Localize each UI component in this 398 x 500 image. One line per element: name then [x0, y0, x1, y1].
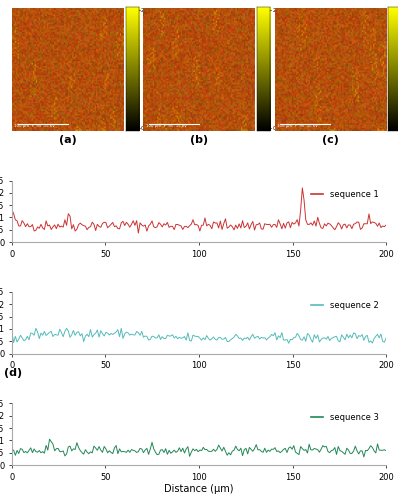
X-axis label: (a): (a): [59, 134, 76, 144]
Text: (d): (d): [4, 368, 22, 378]
Text: 100 μm  P  hv  15 kV: 100 μm P hv 15 kV: [146, 124, 186, 128]
X-axis label: (c): (c): [322, 134, 339, 144]
Legend: sequence 1: sequence 1: [307, 186, 382, 202]
Text: 100 μm  P  hv  15 kV: 100 μm P hv 15 kV: [14, 124, 55, 128]
Text: 100 μm  P  hv  15 kV: 100 μm P hv 15 kV: [277, 124, 318, 128]
Legend: sequence 3: sequence 3: [307, 409, 382, 425]
Legend: sequence 2: sequence 2: [307, 298, 382, 314]
X-axis label: (b): (b): [190, 134, 208, 144]
X-axis label: Distance (μm): Distance (μm): [164, 484, 234, 494]
